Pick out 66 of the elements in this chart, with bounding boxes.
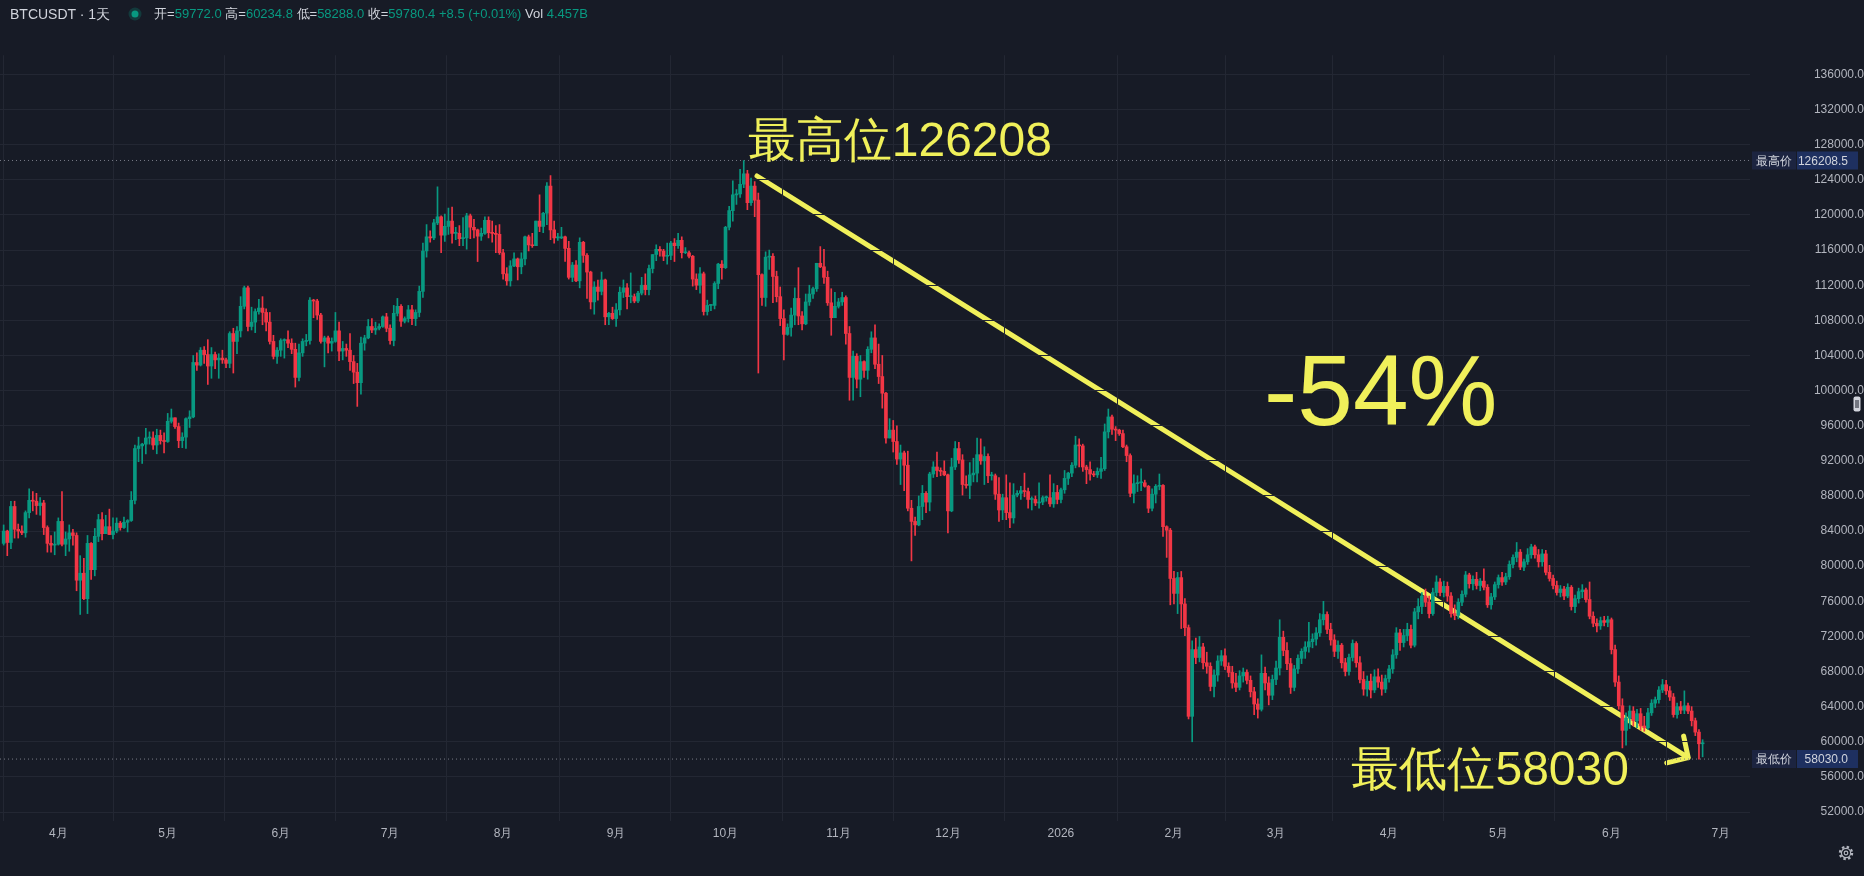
x-tick-label: 6月 (1602, 826, 1621, 841)
y-tick-label: 80000.0 (1820, 558, 1864, 573)
x-tick-label: 7月 (380, 826, 400, 841)
x-tick-label: 10月 (712, 826, 739, 841)
candlestick (428, 230, 433, 243)
x-tick-label: 7月 (1711, 826, 1731, 841)
candlestick (461, 217, 465, 247)
y-tick-label: 128000.0 (1813, 137, 1864, 152)
y-tick-label: 72000.0 (1820, 628, 1864, 643)
candlestick (494, 225, 498, 254)
candlestick (1048, 474, 1052, 507)
y-tick-label: 124000.0 (1813, 172, 1864, 187)
y-tick-label: 132000.0 (1813, 101, 1864, 116)
annotation: 最高位126208 (747, 113, 1052, 167)
y-tick-label: 76000.0 (1820, 593, 1864, 608)
candlestick (195, 352, 199, 371)
x-tick-label: 5月 (1489, 826, 1508, 841)
ref-line-label: 最高价 126208.5 (1756, 153, 1849, 168)
y-tick-label: 116000.0 (1814, 242, 1864, 257)
y-tick-label: 56000.0 (1820, 769, 1864, 784)
x-tick-label: 12月 (935, 826, 961, 841)
x-tick-label: 4月 (48, 826, 68, 841)
y-tick-label: 92000.0 (1820, 453, 1864, 468)
x-tick-label: 6月 (271, 826, 291, 841)
y-tick-label: 64000.0 (1820, 698, 1864, 713)
x-tick-label: 3月 (1266, 826, 1286, 841)
y-tick-label: 120000.0 (1813, 207, 1864, 222)
x-tick-label: 2026 (1047, 826, 1075, 841)
x-tick-label: 2月 (1164, 826, 1184, 841)
candlestick (720, 260, 724, 280)
y-tick-label: 60000.0 (1820, 734, 1864, 749)
candlestick (935, 451, 939, 477)
ref-line-label: 最低价 58030.0 (1756, 752, 1849, 767)
candlestick (111, 517, 115, 540)
candlestick (643, 273, 648, 296)
y-tick-label: 112000.0 (1814, 277, 1864, 292)
x-tick-label: 9月 (606, 826, 626, 841)
text: 开=59772.0 高=60234.8 低=58288.0 收=59780.4 +8.5 (+0.01%) Vol 4.457B (154, 6, 588, 21)
x-tick-label: 11月 (826, 826, 851, 841)
x-tick-label: 4月 (1379, 826, 1399, 841)
chart-title: BTCUSDT · 1天 (10, 6, 111, 22)
annotation: 最低位58030 (1351, 742, 1629, 796)
candlestick (1139, 468, 1143, 492)
candlestick (628, 272, 633, 304)
candlestick (370, 318, 374, 333)
candlestick (530, 233, 535, 248)
y-tick-label: 52000.0 (1820, 804, 1864, 819)
x-tick-label: 8月 (493, 826, 513, 841)
candlestick (30, 491, 35, 512)
candlestick (1029, 496, 1034, 511)
y-tick-label: 88000.0 (1820, 488, 1864, 503)
candlestick (162, 432, 166, 454)
candlestick (205, 339, 210, 385)
candlestick (453, 226, 458, 240)
candlestick (38, 497, 42, 516)
x-tick-label: 5月 (158, 826, 178, 841)
y-tick-label: 136000.0 (1813, 66, 1864, 81)
candlestick (555, 233, 560, 241)
y-tick-label: 104000.0 (1813, 347, 1864, 362)
y-tick-label: 96000.0 (1820, 418, 1864, 433)
annotation: -54% (1264, 334, 1498, 446)
y-tick-label: 68000.0 (1820, 663, 1864, 678)
y-tick-label: 108000.0 (1813, 312, 1864, 327)
y-tick-label: 84000.0 (1820, 523, 1864, 538)
candlestick (340, 341, 345, 361)
y-tick-label: 100000.0 (1813, 382, 1864, 397)
